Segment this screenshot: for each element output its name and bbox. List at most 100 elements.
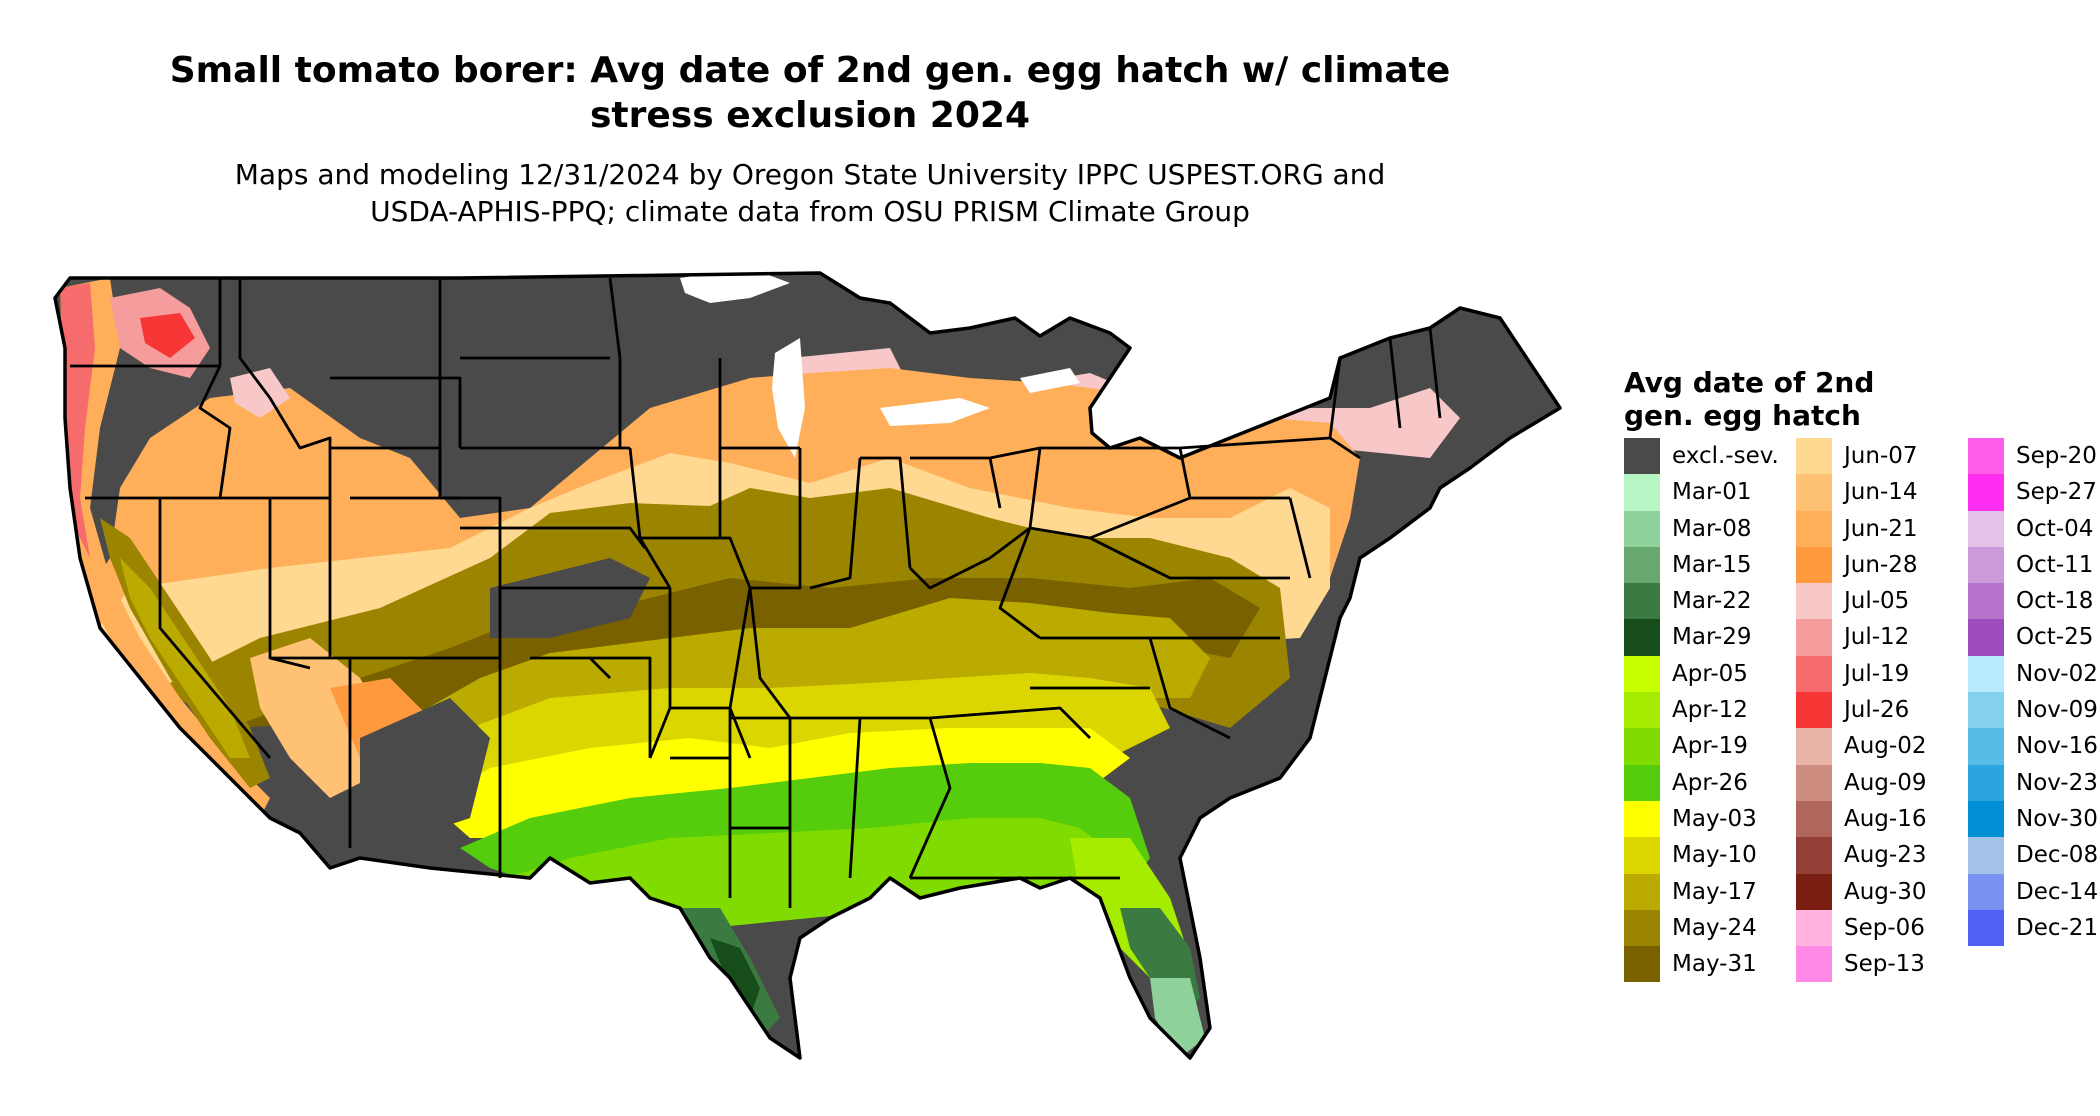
- map-subtitle: Maps and modeling 12/31/2024 by Oregon S…: [0, 156, 1620, 230]
- legend-swatch: [1968, 474, 2004, 511]
- legend-label: Oct-11: [2016, 551, 2094, 578]
- legend-label: Jul-05: [1844, 588, 1910, 615]
- legend-swatch: [1796, 474, 1832, 511]
- legend-swatch: [1624, 583, 1660, 620]
- legend-label: May-31: [1672, 951, 1757, 978]
- legend-swatch: [1624, 764, 1660, 801]
- legend-label: Aug-02: [1844, 733, 1927, 760]
- legend-swatch: [1796, 619, 1832, 656]
- us-egg-hatch-map: [53, 268, 1562, 1060]
- legend-label: Jul-19: [1844, 660, 1910, 687]
- legend-swatch: [1796, 510, 1832, 547]
- legend-label: Jun-07: [1844, 443, 1918, 469]
- legend-label: Mar-29: [1672, 624, 1752, 651]
- national-outline: [53, 271, 1562, 1060]
- legend-label: Jun-21: [1844, 515, 1918, 542]
- map-title: Small tomato borer: Avg date of 2nd gen.…: [0, 48, 1620, 138]
- legend-swatch: [1624, 837, 1660, 874]
- legend-label: Jul-12: [1844, 624, 1910, 651]
- legend-label: Mar-01: [1672, 479, 1752, 506]
- legend-label: Apr-12: [1672, 697, 1748, 724]
- legend-label: Nov-16: [2016, 733, 2098, 760]
- legend-label: Oct-04: [2016, 515, 2094, 542]
- legend-swatch: [1624, 800, 1660, 838]
- legend-swatch: [1796, 909, 1832, 947]
- legend-label: May-24: [1672, 914, 1757, 941]
- legend-swatch: [1796, 837, 1832, 874]
- legend-label: excl.-sev.: [1672, 443, 1779, 469]
- map-subtitle-line-2: USDA-APHIS-PPQ; climate data from OSU PR…: [370, 195, 1250, 228]
- legend-label: Oct-18: [2016, 588, 2094, 615]
- legend-label: Sep-13: [1844, 951, 1925, 978]
- legend-title-line-2: gen. egg hatch: [1624, 399, 1861, 432]
- legend-label: Mar-08: [1672, 515, 1752, 542]
- legend-label: Apr-05: [1672, 660, 1748, 687]
- legend-label: Jun-28: [1844, 551, 1918, 578]
- legend-label: Apr-26: [1672, 769, 1748, 796]
- legend-swatch: [1624, 946, 1660, 983]
- legend-label: Aug-30: [1844, 878, 1927, 905]
- legend-title: Avg date of 2nd gen. egg hatch: [1624, 366, 1874, 432]
- legend-swatch: [1796, 764, 1832, 801]
- legend-swatch: [1796, 800, 1832, 838]
- legend-swatch: [1796, 728, 1832, 765]
- legend-swatch: [1796, 873, 1832, 910]
- legend-label: May-10: [1672, 842, 1757, 869]
- legend-swatch: [1968, 800, 2004, 838]
- map-title-line-2: stress exclusion 2024: [590, 95, 1030, 136]
- legend-label: Sep-06: [1844, 914, 1925, 941]
- legend-label: May-03: [1672, 805, 1757, 832]
- legend-swatch: [1968, 583, 2004, 620]
- legend-swatch: [1624, 510, 1660, 547]
- state-boundaries: [70, 277, 1442, 908]
- legend-swatch: [1968, 546, 2004, 584]
- legend-swatch: [1968, 873, 2004, 910]
- legend-swatch: [1968, 510, 2004, 547]
- legend-swatch: [1968, 619, 2004, 656]
- legend-swatch: [1968, 728, 2004, 765]
- legend-label: Mar-15: [1672, 551, 1752, 578]
- legend-swatch: [1624, 728, 1660, 765]
- legend-title-line-1: Avg date of 2nd: [1624, 366, 1875, 399]
- legend-swatch: [1796, 438, 1832, 475]
- legend-swatch: [1968, 837, 2004, 874]
- legend-label: Sep-20: [2016, 443, 2097, 469]
- legend-label: Sep-27: [2016, 479, 2097, 506]
- legend-label: May-17: [1672, 878, 1757, 905]
- legend-label: Nov-02: [2016, 660, 2098, 687]
- legend-swatch: [1624, 438, 1660, 475]
- legend-label: Oct-25: [2016, 624, 2094, 651]
- legend-swatch: [1796, 692, 1832, 729]
- legend-swatch: [1968, 438, 2004, 475]
- legend-swatch: [1624, 546, 1660, 584]
- legend-swatch: [1796, 546, 1832, 584]
- legend-label: Apr-19: [1672, 733, 1748, 760]
- legend-swatch: [1796, 655, 1832, 693]
- legend-swatch: [1796, 946, 1832, 983]
- legend-label: Nov-23: [2016, 769, 2098, 796]
- legend-swatch: [1624, 873, 1660, 910]
- legend-swatch: [1624, 655, 1660, 693]
- legend-swatch: [1968, 655, 2004, 693]
- legend-label: Aug-09: [1844, 769, 1927, 796]
- legend-label: Dec-14: [2016, 878, 2099, 905]
- legend-label: Aug-16: [1844, 805, 1927, 832]
- legend-label: Nov-09: [2016, 697, 2098, 724]
- legend-swatch: [1624, 619, 1660, 656]
- legend-swatch: [1968, 692, 2004, 729]
- map-title-line-1: Small tomato borer: Avg date of 2nd gen.…: [169, 50, 1451, 91]
- legend-swatch: [1624, 909, 1660, 947]
- legend-swatch: [1624, 474, 1660, 511]
- map-subtitle-line-1: Maps and modeling 12/31/2024 by Oregon S…: [234, 158, 1386, 191]
- great-lakes: [680, 268, 1080, 458]
- legend-swatch: [1968, 909, 2004, 947]
- legend-swatch: [1796, 583, 1832, 620]
- legend-label: Mar-22: [1672, 588, 1752, 615]
- legend-swatch: [1968, 764, 2004, 801]
- legend-swatch: [1624, 692, 1660, 729]
- legend-label: Nov-30: [2016, 805, 2098, 832]
- legend-label: Dec-21: [2016, 914, 2099, 941]
- legend-label: Dec-08: [2016, 842, 2099, 869]
- legend-label: Aug-23: [1844, 842, 1927, 869]
- legend-label: Jul-26: [1844, 697, 1910, 724]
